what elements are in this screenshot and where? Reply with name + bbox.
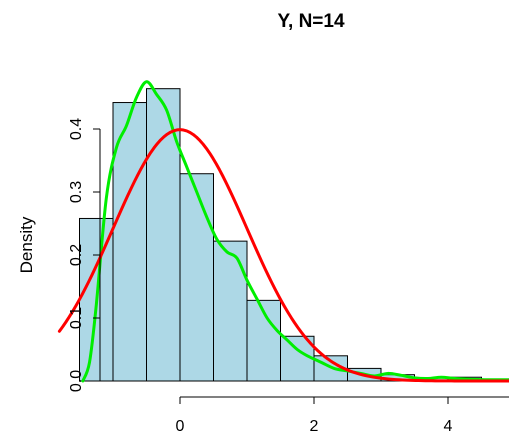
y-tick-label: 0.1 [68,307,85,329]
normal-density-line [57,128,509,383]
y-axis-label: Density [17,216,36,273]
y-tick-label: 0.3 [68,181,85,203]
y-tick-label: 0.0 [68,370,85,392]
histogram-bar [179,173,214,382]
histogram-bar [280,335,315,382]
x-tick-label: 4 [444,418,453,435]
chart-title: Y, N=14 [277,11,345,32]
x-tick-label: 0 [176,418,185,435]
y-tick-label: 0.4 [68,118,85,140]
y-tick-label: 0.2 [68,244,85,266]
histogram-bars [79,88,509,382]
histogram-bar [112,102,147,382]
x-tick-label: 2 [310,418,319,435]
kernel-density-line [81,80,509,383]
density-curves [57,80,509,383]
axes: 024680.00.10.20.30.4 [68,118,509,435]
histogram-bar [213,240,248,382]
